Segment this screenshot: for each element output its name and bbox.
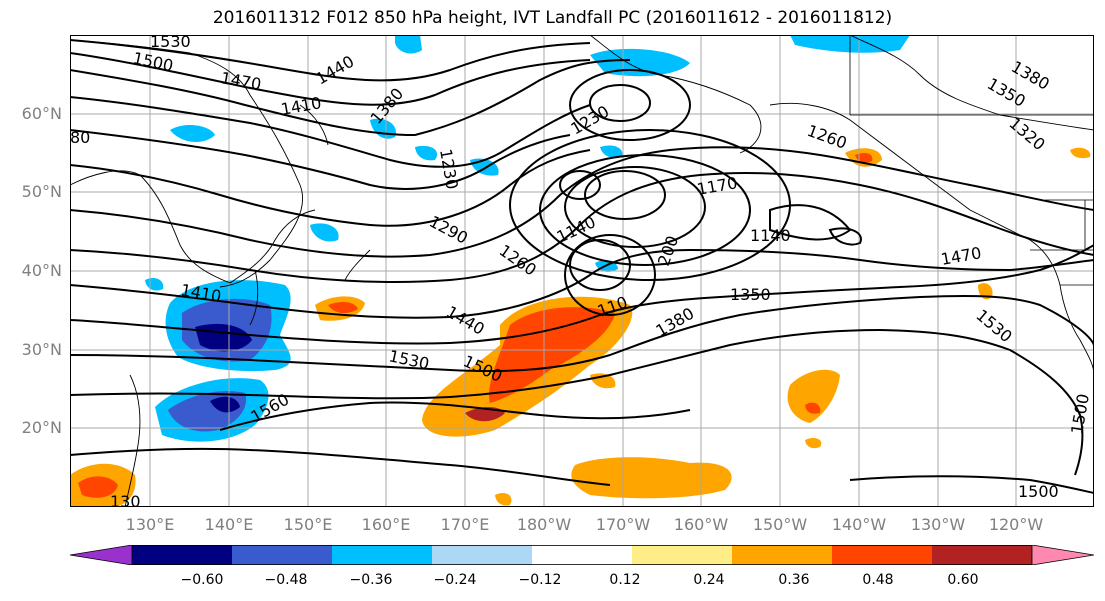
colorbar-segment bbox=[732, 545, 833, 565]
colorbar-arrow-left bbox=[70, 545, 133, 565]
lon-label-180w: 180°W bbox=[516, 515, 572, 534]
lat-label-40n: 40°N bbox=[21, 261, 62, 280]
lat-label-30n: 30°N bbox=[21, 340, 62, 359]
colorbar-tick-label: 0.36 bbox=[778, 572, 810, 588]
colorbar-segment bbox=[132, 545, 233, 565]
colorbar-segment bbox=[932, 545, 1033, 565]
lon-label-170e: 170°E bbox=[440, 515, 490, 534]
colorbar-tick-label: −0.60 bbox=[180, 572, 224, 588]
lat-label-20n: 20°N bbox=[21, 418, 62, 437]
map-title: 2016011312 F012 850 hPa height, IVT Land… bbox=[212, 8, 893, 28]
height-contours bbox=[70, 39, 1094, 494]
lon-label-140w: 140°W bbox=[831, 515, 887, 534]
map-frame bbox=[70, 35, 1094, 507]
contour-label: 1500 bbox=[1018, 482, 1059, 501]
contour-label: 1350 bbox=[730, 285, 771, 304]
colorbar-segment bbox=[532, 545, 633, 565]
colorbar-tick-label: 0.12 bbox=[609, 572, 641, 588]
colorbar-segment bbox=[232, 545, 333, 565]
contour-label: 80 bbox=[70, 128, 90, 147]
colorbar-segment bbox=[432, 545, 533, 565]
lon-label-150w: 150°W bbox=[752, 515, 808, 534]
contour-label: 1530 bbox=[150, 35, 191, 51]
lon-label-150e: 150°E bbox=[283, 515, 333, 534]
contour-label: 1140 bbox=[750, 226, 791, 245]
lat-label-60n: 60°N bbox=[21, 104, 62, 123]
colorbar-segment bbox=[832, 545, 933, 565]
colorbar-tick-label: 0.60 bbox=[947, 572, 979, 588]
colorbar-tick-label: 0.24 bbox=[693, 572, 725, 588]
colorbar-tick-label: −0.24 bbox=[433, 572, 477, 588]
lat-label-50n: 50°N bbox=[21, 182, 62, 201]
colorbar-segment bbox=[332, 545, 433, 565]
colorbar bbox=[70, 545, 1094, 565]
lon-label-130e: 130°E bbox=[125, 515, 175, 534]
lon-label-130w: 130°W bbox=[910, 515, 966, 534]
colorbar-arrow-right bbox=[1031, 545, 1094, 565]
colorbar-segment bbox=[632, 545, 733, 565]
lon-label-140e: 140°E bbox=[204, 515, 254, 534]
contour-label: 130 bbox=[110, 492, 141, 507]
map-panel: 1530 1500 1470 1440 1410 1380 80 1230 12… bbox=[70, 35, 1094, 507]
colorbar-tick-label: −0.48 bbox=[264, 572, 308, 588]
lon-label-160e: 160°E bbox=[361, 515, 411, 534]
lon-label-170w: 170°W bbox=[595, 515, 651, 534]
colorbar-tick-label: −0.36 bbox=[349, 572, 393, 588]
lon-label-160w: 160°W bbox=[673, 515, 729, 534]
colorbar-tick-label: 0.48 bbox=[862, 572, 894, 588]
lon-label-120w: 120°W bbox=[988, 515, 1044, 534]
colorbar-tick-label: −0.12 bbox=[518, 572, 562, 588]
ivt-negative-shading bbox=[145, 35, 910, 442]
